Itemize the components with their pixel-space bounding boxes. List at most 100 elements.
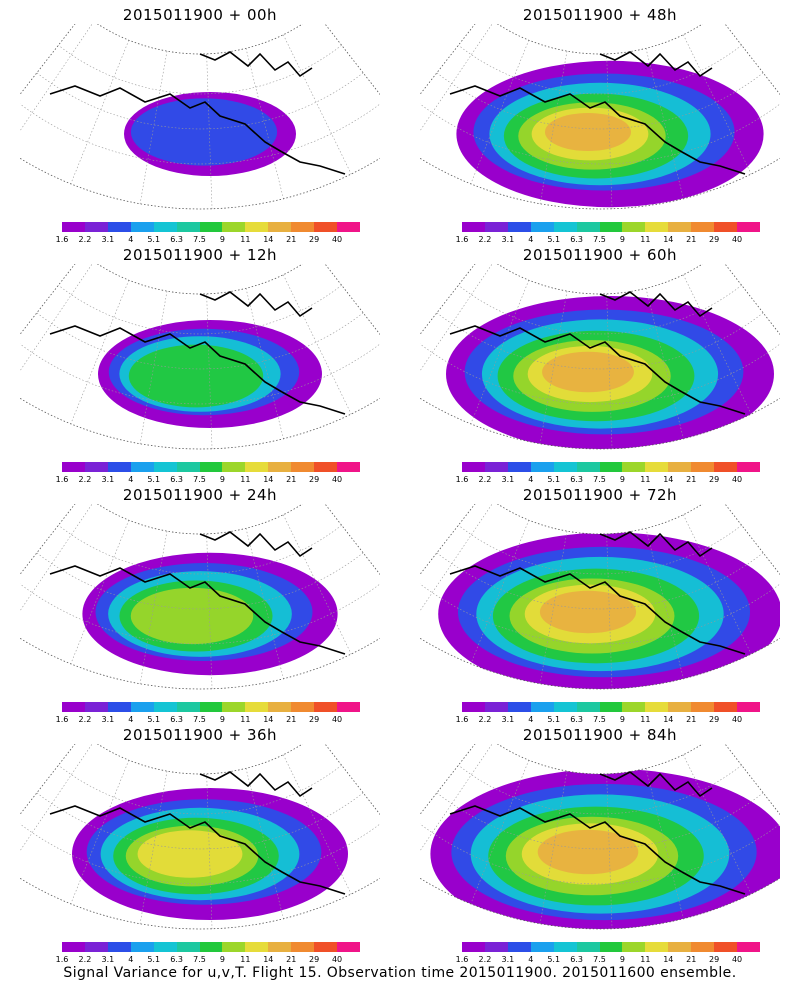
colorbar-swatch bbox=[314, 702, 338, 712]
colorbar-tick-label: 7.5 bbox=[193, 235, 206, 244]
colorbar-swatch bbox=[291, 702, 315, 712]
graticule bbox=[20, 504, 380, 689]
colorbar-swatch bbox=[107, 942, 131, 952]
colorbar-swatch bbox=[691, 702, 715, 712]
panel-title: 2015011900 + 48h bbox=[522, 6, 678, 24]
colorbar-tick-label: 11 bbox=[240, 235, 251, 244]
colorbar-swatch bbox=[199, 942, 223, 952]
colorbar-tick-label: 29 bbox=[309, 235, 320, 244]
colorbar-tick-label: 2.2 bbox=[78, 235, 92, 244]
colorbar-swatch bbox=[153, 222, 177, 232]
colorbar-tick-label: 14 bbox=[663, 715, 674, 724]
colorbar-swatch bbox=[599, 462, 623, 472]
colorbar-swatch bbox=[245, 942, 269, 952]
colorbar-tick-label: 4 bbox=[128, 715, 134, 724]
colorbar-swatch bbox=[576, 462, 600, 472]
colorbar-tick-label: 9 bbox=[219, 235, 225, 244]
graticule bbox=[420, 24, 780, 209]
colorbar-tick-label: 7.5 bbox=[593, 955, 606, 964]
colorbar-swatch bbox=[553, 702, 577, 712]
colorbar-swatch bbox=[622, 942, 646, 952]
colorbar-swatch bbox=[62, 462, 85, 472]
colorbar-tick-label: 7.5 bbox=[593, 475, 606, 484]
colorbar-tick-label: 2.2 bbox=[78, 955, 92, 964]
colorbar-tick-label: 9 bbox=[619, 715, 625, 724]
colorbar-swatch bbox=[84, 702, 108, 712]
panel-title: 2015011900 + 00h bbox=[122, 6, 278, 24]
colorbar-tick-label: 5.1 bbox=[547, 475, 561, 484]
colorbar-labels: 1.6 2.2 3.1 4 5.1 6.3 7.5 9 11 14 21 29 40 bbox=[56, 715, 360, 725]
panel-title: 2015011900 + 60h bbox=[522, 246, 678, 264]
colorbar-swatch bbox=[691, 462, 715, 472]
colorbar-tick-label: 2.2 bbox=[78, 475, 92, 484]
map-boundary bbox=[20, 744, 380, 930]
colorbar-swatch bbox=[599, 702, 623, 712]
graticule bbox=[420, 264, 780, 449]
colorbar-tick-label: 11 bbox=[640, 955, 651, 964]
colorbar-swatch bbox=[645, 702, 669, 712]
colorbar-tick-label: 4 bbox=[528, 235, 534, 244]
coastline bbox=[49, 771, 346, 895]
forecast-panel: 2015011900 + 72h 1.6 2.2 3.1 4 5.1 6.3 7.5 9 11 14… bbox=[400, 480, 800, 725]
colorbar-tick-label: 4 bbox=[128, 235, 134, 244]
colorbar-swatch bbox=[176, 462, 200, 472]
colorbar-swatch bbox=[153, 462, 177, 472]
colorbar-tick-label: 3.1 bbox=[501, 475, 515, 484]
colorbar bbox=[462, 462, 760, 472]
colorbar-swatch bbox=[530, 702, 554, 712]
colorbar-tick-label: 9 bbox=[619, 955, 625, 964]
colorbar-swatch bbox=[622, 462, 646, 472]
colorbar-tick-label: 40 bbox=[331, 955, 343, 964]
colorbar-tick-label: 40 bbox=[731, 955, 743, 964]
colorbar-tick-label: 7.5 bbox=[193, 475, 206, 484]
colorbar-labels: 1.6 2.2 3.1 4 5.1 6.3 7.5 9 11 14 21 29 40 bbox=[56, 475, 360, 485]
colorbar-tick-label: 6.3 bbox=[570, 475, 583, 484]
colorbar-swatch bbox=[268, 942, 292, 952]
colorbar-swatch bbox=[314, 222, 338, 232]
variance-map bbox=[420, 504, 780, 690]
colorbar-swatch bbox=[737, 222, 760, 232]
forecast-panel: 2015011900 + 84h 1.6 2.2 3.1 4 5.1 6.3 7.5 9 11 14… bbox=[400, 720, 800, 965]
colorbar bbox=[62, 462, 360, 472]
colorbar-tick-label: 40 bbox=[731, 235, 743, 244]
colorbar-swatch bbox=[176, 702, 200, 712]
forecast-panel: 2015011900 + 36h 1.6 2.2 3.1 4 5.1 6.3 7.5 9 11 14… bbox=[0, 720, 400, 965]
map-boundary bbox=[20, 264, 380, 450]
map-boundary bbox=[420, 264, 780, 450]
colorbar-tick-label: 14 bbox=[263, 715, 274, 724]
colorbar-tick-label: 14 bbox=[263, 955, 274, 964]
colorbar-tick-label: 2.2 bbox=[478, 715, 492, 724]
colorbar-tick-label: 4 bbox=[128, 955, 134, 964]
colorbar-tick-label: 21 bbox=[286, 235, 297, 244]
colorbar-swatch bbox=[530, 462, 554, 472]
colorbar bbox=[462, 222, 760, 232]
colorbar-swatch bbox=[645, 462, 669, 472]
colorbar-swatch bbox=[62, 942, 85, 952]
colorbar-swatch bbox=[107, 222, 131, 232]
colorbar-swatch bbox=[337, 942, 360, 952]
colorbar-tick-label: 5.1 bbox=[147, 715, 161, 724]
colorbar-swatch bbox=[553, 942, 577, 952]
colorbar-swatch bbox=[130, 702, 154, 712]
colorbar-swatch bbox=[645, 222, 669, 232]
colorbar-tick-label: 5.1 bbox=[147, 235, 161, 244]
colorbar-swatch bbox=[737, 462, 760, 472]
colorbar-swatch bbox=[507, 222, 531, 232]
colorbar-swatch bbox=[62, 222, 85, 232]
graticule bbox=[420, 744, 780, 929]
colorbar-swatch bbox=[107, 462, 131, 472]
colorbar-tick-label: 29 bbox=[709, 475, 720, 484]
colorbar-labels: 1.6 2.2 3.1 4 5.1 6.3 7.5 9 11 14 21 29 40 bbox=[56, 955, 360, 965]
colorbar-swatch bbox=[507, 702, 531, 712]
colorbar-swatch bbox=[222, 222, 246, 232]
colorbar-tick-label: 7.5 bbox=[193, 955, 206, 964]
colorbar-swatch bbox=[507, 942, 531, 952]
colorbar-swatch bbox=[62, 702, 85, 712]
colorbar-swatch bbox=[291, 462, 315, 472]
colorbar-swatch bbox=[222, 702, 246, 712]
variance-map bbox=[20, 264, 380, 450]
colorbar-tick-label: 6.3 bbox=[570, 715, 583, 724]
colorbar-swatch bbox=[714, 942, 738, 952]
colorbar-swatch bbox=[222, 462, 246, 472]
colorbar-swatch bbox=[530, 942, 554, 952]
